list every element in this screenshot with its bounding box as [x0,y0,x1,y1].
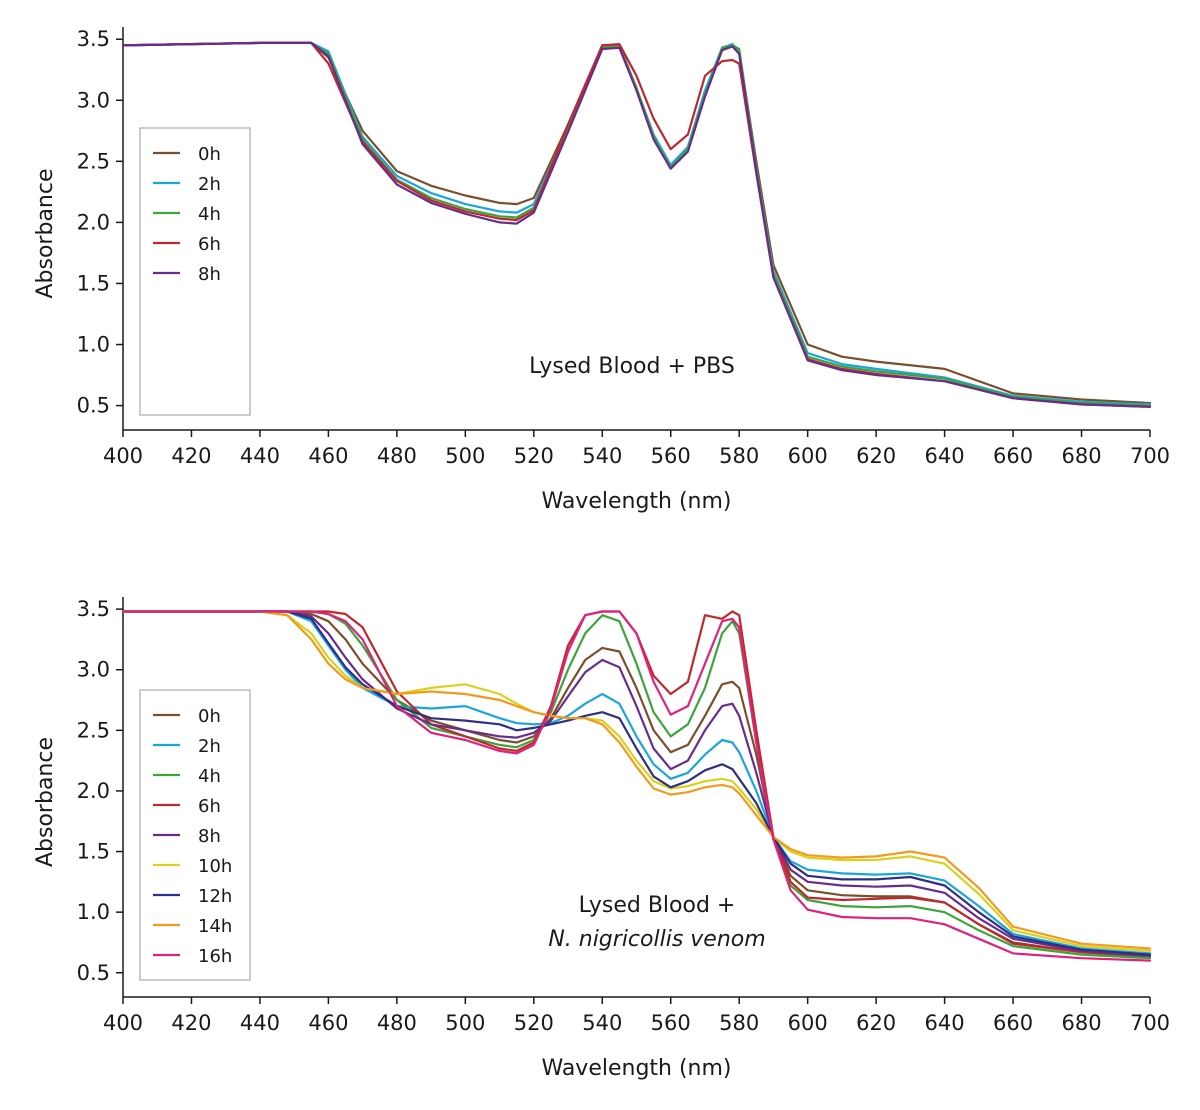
legend-label-4h: 4h [198,766,221,787]
annotation-line2: N. nigricollis venom [548,927,765,952]
legend: 0h 2h 4h 6h 8h 10h 12h 14h 16h [139,689,251,981]
x-tick-label: 460 [308,444,348,468]
legend-label-6h: 6h [198,796,221,817]
series-line-4h [121,610,1152,960]
series-line-12h [121,610,1152,956]
y-axis-label: Absorbance [33,737,58,867]
x-tick-label: 480 [377,444,417,468]
series-line-6h [121,41,1152,408]
x-tick-label: 460 [308,1011,348,1035]
x-tick-label: 500 [445,1011,485,1035]
x-tick-label: 540 [582,444,622,468]
x-tick-label: 680 [1061,1011,1101,1035]
x-tick-label: 400 [103,1011,143,1035]
x-tick-label: 620 [856,1011,896,1035]
legend-label-14h: 14h [198,916,232,937]
y-tick-label: 1.5 [77,271,110,295]
series-line-0h [121,41,1152,405]
legend-label-0h: 0h [198,144,221,165]
legend-label-2h: 2h [198,736,221,757]
series-line-2h [121,610,1152,955]
y-tick-label: 1.5 [77,840,110,864]
legend-label-6h: 6h [198,234,221,255]
x-tick-label: 420 [171,444,211,468]
x-axis-label: Wavelength (nm) [541,1056,731,1081]
x-tick-label: 440 [240,1011,280,1035]
legend-box [139,127,251,416]
legend-label-16h: 16h [198,946,232,967]
y-tick-label: 2.5 [77,149,110,173]
x-tick-label: 560 [651,444,691,468]
legend-label-0h: 0h [198,706,221,727]
legend-label-12h: 12h [198,886,232,907]
x-tick-label: 620 [856,444,896,468]
annotation-line1: Lysed Blood + PBS [529,354,735,379]
x-tick-label: 420 [171,1011,211,1035]
x-tick-label: 500 [445,444,485,468]
y-axis-label: Absorbance [33,168,58,298]
legend-label-8h: 8h [198,826,221,847]
x-tick-label: 700 [1130,1011,1170,1035]
series-line-10h [121,610,1152,953]
y-tick-label: 1.0 [77,900,110,924]
x-tick-label: 440 [240,444,280,468]
legend-label-10h: 10h [198,856,232,877]
legend-label-8h: 8h [198,264,221,285]
x-tick-label: 520 [514,1011,554,1035]
series-line-2h [121,41,1152,406]
x-tick-label: 400 [103,444,143,468]
y-tick-label: 3.0 [77,658,110,682]
x-tick-label: 600 [788,1011,828,1035]
series-line-4h [121,41,1152,407]
x-tick-label: 480 [377,1011,417,1035]
annotation-line1: Lysed Blood + [579,893,736,918]
x-tick-label: 680 [1061,444,1101,468]
legend-label-4h: 4h [198,204,221,225]
y-tick-label: 2.5 [77,718,110,742]
y-tick-label: 2.0 [77,779,110,803]
x-tick-label: 580 [719,444,759,468]
x-tick-label: 520 [514,444,554,468]
x-tick-label: 540 [582,1011,622,1035]
chart-1: 400 420 440 460 480 500 520 540 560 580 600 620 640 6… [33,597,1170,1081]
x-axis-label: Wavelength (nm) [541,489,731,514]
y-tick-label: 3.5 [77,597,110,621]
series-line-8h [121,41,1152,408]
series-line-16h [121,610,1152,962]
y-tick-label: 3.5 [77,27,110,51]
legend-label-2h: 2h [198,174,221,195]
series-line-0h [121,610,1152,959]
chart-0: 400 420 440 460 480 500 520 540 560 580 600 620 640 6… [33,27,1170,514]
series-line-14h [121,610,1152,950]
x-tick-label: 560 [651,1011,691,1035]
series-line-8h [121,610,1152,957]
x-tick-label: 660 [993,1011,1033,1035]
x-tick-label: 700 [1130,444,1170,468]
y-tick-label: 0.5 [77,961,110,985]
x-tick-label: 580 [719,1011,759,1035]
y-tick-label: 3.0 [77,88,110,112]
y-tick-label: 0.5 [77,394,110,418]
x-tick-label: 600 [788,444,828,468]
y-tick-label: 2.0 [77,210,110,234]
x-tick-label: 660 [993,444,1033,468]
legend: 0h 2h 4h 6h 8h [139,127,251,416]
x-tick-label: 640 [925,444,965,468]
x-tick-label: 640 [925,1011,965,1035]
y-tick-label: 1.0 [77,333,110,357]
